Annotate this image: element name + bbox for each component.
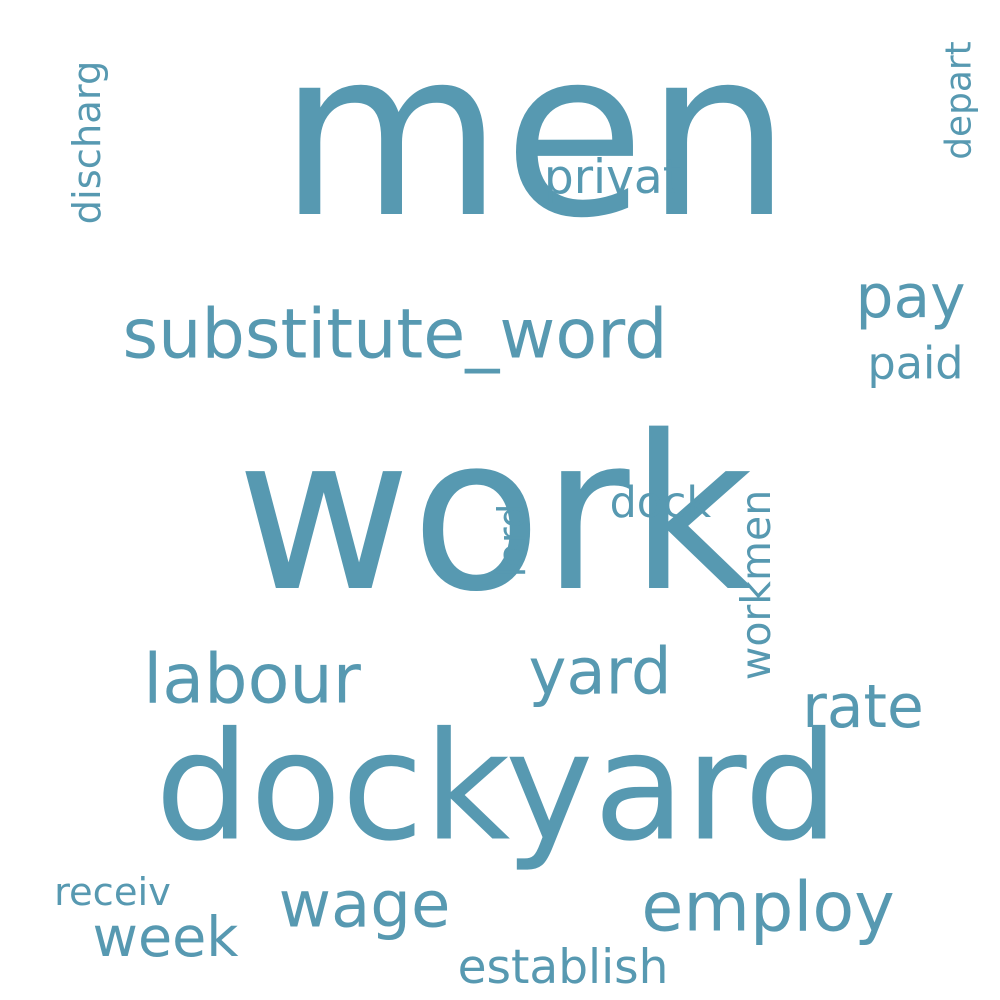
word-men: men (279, 1, 792, 269)
word-yard: yard (528, 636, 671, 710)
word-wage: wage (279, 869, 451, 943)
word-workmen: workmen (732, 490, 780, 680)
word-employ: employ (641, 869, 894, 948)
word-dock: dock (610, 478, 712, 528)
word-rate: rate (802, 672, 924, 742)
word-depart: depart (939, 41, 980, 159)
word-discharg: discharg (65, 61, 110, 225)
word-work: work (236, 391, 753, 639)
word-labour: labour (143, 641, 361, 720)
word-lord: lord (490, 504, 535, 578)
word-privat: privat (544, 150, 681, 205)
word-receiv: receiv (54, 870, 171, 915)
word-paid: paid (868, 339, 964, 390)
word-substitute-word: substitute_word (123, 296, 668, 375)
word-pay: pay (855, 262, 965, 332)
word-establish: establish (458, 940, 669, 995)
word-week: week (93, 905, 239, 970)
word-dockyard: dockyard (155, 701, 839, 875)
